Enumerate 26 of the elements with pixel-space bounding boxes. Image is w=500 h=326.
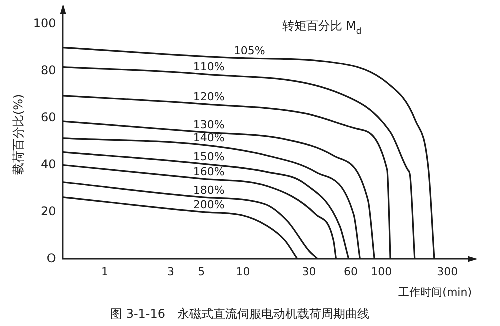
series-label: 150%	[193, 150, 225, 164]
y-tick-label: 20	[41, 204, 56, 218]
x-tick-label: 5	[198, 266, 206, 279]
series-label: 120%	[193, 90, 225, 104]
series-label: 160%	[193, 165, 225, 178]
y-tick-label: 100	[33, 16, 56, 30]
series-label: 130%	[193, 118, 225, 132]
series-label: 180%	[193, 184, 225, 197]
series-label: 105%	[234, 44, 266, 58]
text: 图 3-1-16 永磁式直流伺服电动机载荷周期曲线	[110, 306, 370, 321]
series-label: 200%	[193, 198, 225, 212]
series-label: 110%	[193, 60, 225, 74]
x-tick-label: 3	[167, 266, 174, 279]
x-tick-label: 300	[437, 266, 458, 279]
x-axis-title: 工作时间(min)	[398, 286, 472, 299]
y-tick-label: 80	[41, 63, 56, 78]
y-tick-label: O	[46, 251, 56, 266]
x-tick-label: 60	[344, 266, 358, 279]
y-axis-title: 载荷百分比(%)	[11, 94, 26, 176]
y-tick-label: 60	[41, 110, 56, 124]
x-tick-label: 100	[371, 266, 392, 279]
y-tick-label: 40	[41, 157, 56, 172]
x-tick-label: 30	[302, 266, 316, 279]
series-label: 140%	[193, 131, 225, 144]
x-tick-label: 1	[101, 266, 108, 279]
x-tick-label: 10	[236, 266, 250, 279]
